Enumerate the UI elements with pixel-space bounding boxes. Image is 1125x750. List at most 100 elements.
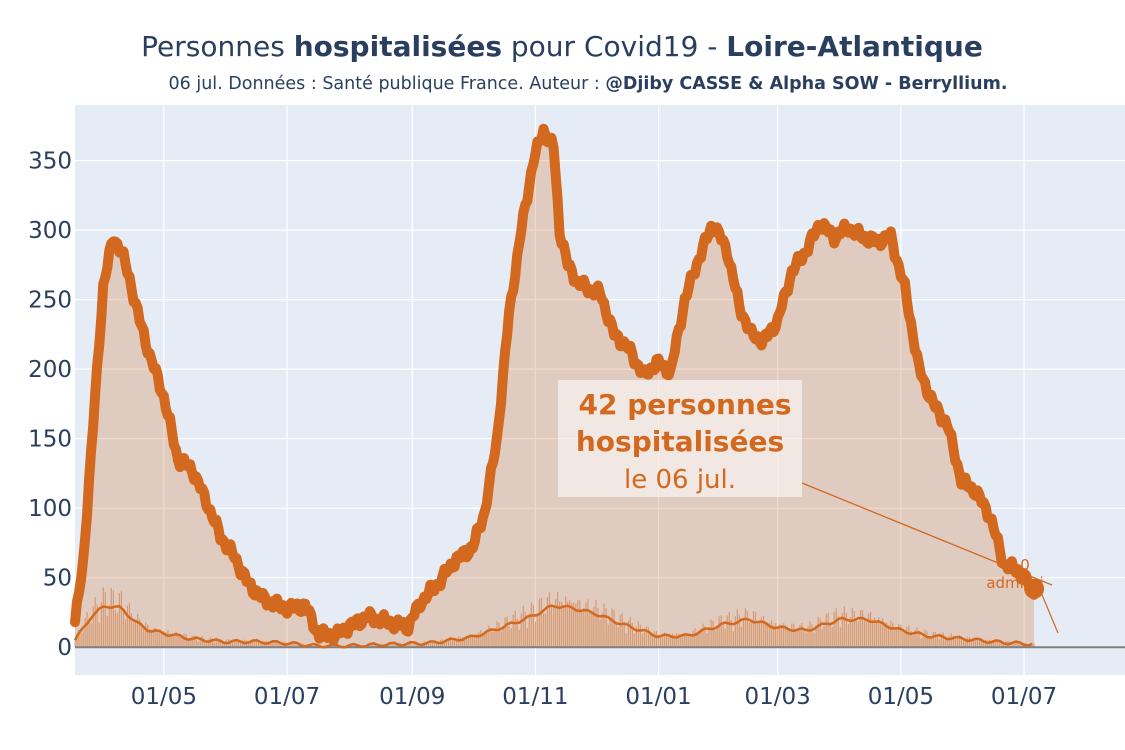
admission-bar: [484, 632, 486, 648]
admission-bar: [825, 614, 827, 648]
admission-bar: [258, 641, 260, 648]
admission-bar: [94, 597, 96, 648]
admission-bar: [718, 616, 720, 648]
admission-bar: [450, 637, 452, 648]
admission-bar: [752, 611, 755, 648]
admission-bar: [926, 631, 928, 648]
admission-bar: [890, 620, 892, 648]
admission-bar: [205, 642, 207, 648]
admission-bar: [80, 633, 82, 648]
admission-bar: [855, 621, 857, 648]
secondary-annotation-line2: admissi: [986, 574, 1043, 592]
admission-bar: [797, 630, 799, 648]
admission-bar: [389, 643, 391, 648]
admission-bar: [112, 590, 114, 648]
admission-bar: [795, 630, 797, 648]
admission-bar: [213, 642, 215, 648]
admission-bar: [296, 644, 298, 648]
admission-bar: [835, 608, 837, 648]
admission-bar: [872, 619, 874, 648]
admission-bar: [561, 601, 563, 648]
admission-bar: [767, 622, 769, 648]
admission-bar: [662, 634, 664, 648]
admission-bar: [627, 620, 629, 648]
admission-bar: [563, 606, 565, 648]
admission-bar: [518, 630, 520, 648]
admission-bar: [270, 641, 272, 648]
admission-bar: [902, 631, 904, 648]
admission-bar: [625, 633, 627, 648]
admission-bar: [221, 642, 223, 648]
admission-bar: [508, 625, 510, 648]
admission-bar: [742, 617, 744, 648]
admission-bar: [823, 625, 825, 648]
admission-bar: [76, 633, 78, 648]
admission-bar: [480, 630, 482, 648]
admission-bar: [526, 627, 528, 648]
admission-bar: [161, 632, 163, 648]
admission-bar: [215, 641, 217, 648]
admission-bar: [865, 618, 868, 648]
admission-bar: [944, 636, 946, 648]
admission-bar: [813, 632, 815, 648]
admission-bar: [720, 615, 722, 648]
y-tick-label: 300: [28, 218, 72, 244]
admission-bar: [908, 625, 910, 648]
admission-bar: [680, 634, 682, 648]
admission-bar: [120, 590, 122, 648]
admission-bar: [979, 639, 981, 648]
admission-bar: [274, 641, 276, 648]
admission-bar: [613, 609, 615, 648]
admission-bar: [437, 642, 440, 648]
admission-bar: [651, 635, 654, 648]
admission-bar: [193, 635, 195, 648]
admission-bar: [868, 613, 870, 648]
admission-bar: [910, 630, 912, 648]
admission-bar: [874, 617, 876, 648]
admission-bar: [524, 612, 526, 648]
last-value-marker: [1024, 578, 1045, 599]
admission-bar: [977, 638, 979, 648]
admission-bar: [841, 613, 843, 648]
admission-bar: [462, 637, 464, 648]
admission-bar: [74, 640, 76, 648]
admission-bar: [147, 624, 149, 648]
admission-bar: [371, 644, 373, 648]
admission-bar: [223, 642, 225, 648]
admission-bar: [118, 593, 120, 648]
admission-bar: [456, 639, 458, 648]
x-axis: 01/05 01/07 01/09 01/11 01/01 01/03 01/05 01/07: [131, 684, 1057, 710]
admission-bar: [769, 623, 771, 648]
admission-bar: [542, 613, 545, 648]
admission-bar: [96, 604, 98, 648]
admission-bar: [199, 637, 201, 648]
x-tick-label: 01/05: [868, 684, 934, 710]
admission-bar: [799, 625, 801, 648]
admission-bar: [106, 616, 108, 648]
admission-bar: [934, 631, 936, 648]
admission-bar: [496, 621, 498, 648]
admission-bar: [763, 615, 765, 648]
admission-bar: [960, 636, 962, 648]
admission-bar: [1019, 644, 1021, 648]
admission-bar: [163, 630, 165, 648]
admission-bar: [629, 616, 631, 648]
admission-bar: [280, 642, 282, 648]
admission-bar: [621, 613, 623, 648]
admission-bar: [714, 630, 716, 648]
admission-bar: [502, 627, 504, 648]
admission-bar: [952, 635, 954, 648]
admission-bar: [165, 632, 167, 648]
admission-bar: [577, 600, 579, 648]
admission-bar: [207, 639, 209, 648]
admission-bar: [839, 627, 841, 648]
admission-bar: [851, 607, 853, 648]
admission-bar: [637, 621, 639, 648]
admission-bar: [779, 624, 781, 648]
admission-bar: [754, 612, 757, 648]
admission-bar: [201, 636, 203, 648]
admission-bar: [114, 610, 116, 648]
admission-bar: [916, 627, 918, 648]
y-tick-label: 50: [43, 566, 72, 592]
admission-bar: [468, 636, 470, 648]
